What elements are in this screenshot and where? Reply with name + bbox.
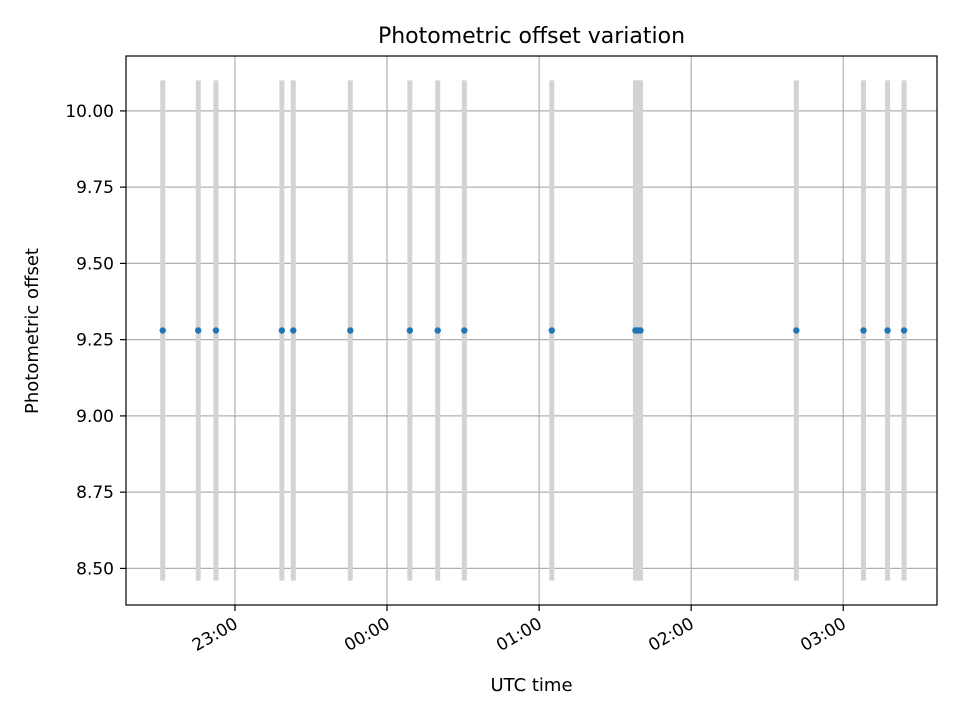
x-axis-label: UTC time — [490, 675, 572, 696]
data-point — [900, 327, 908, 334]
data-point — [159, 327, 166, 334]
y-tick-label: 8.50 — [76, 559, 114, 579]
y-tick-label: 9.25 — [76, 331, 114, 351]
x-tick-label: 01:00 — [493, 614, 545, 656]
errorbar-layer — [160, 80, 907, 581]
x-tick-label: 03:00 — [797, 614, 849, 656]
data-point — [793, 327, 800, 334]
plot-frame — [125, 55, 938, 606]
data-point — [195, 327, 202, 334]
y-tick-label: 10.00 — [65, 102, 114, 122]
point-layer — [159, 327, 908, 334]
chart-title: Photometric offset variation — [378, 24, 685, 49]
data-point — [278, 327, 286, 334]
data-point — [434, 327, 441, 334]
data-point — [860, 327, 867, 334]
y-tick-label: 9.75 — [76, 178, 114, 198]
x-tick-label: 02:00 — [645, 614, 697, 656]
data-point — [548, 327, 555, 334]
tick-layer: 8.50 8.75 9.00 9.25 9.50 9.75 10.00 23:00 00:00 0… — [65, 102, 849, 656]
y-tick-label: 8.75 — [76, 483, 114, 503]
data-point — [347, 327, 354, 334]
y-tick-label: 9.00 — [76, 407, 114, 427]
grid-layer — [126, 56, 937, 605]
x-tick-label: 23:00 — [189, 614, 241, 656]
data-point — [290, 327, 297, 334]
data-point — [884, 327, 891, 334]
data-point — [637, 327, 644, 334]
y-tick-label: 9.50 — [76, 254, 114, 274]
data-point — [406, 327, 414, 334]
data-point — [461, 327, 468, 334]
y-axis-label: Photometric offset — [22, 248, 43, 414]
x-tick-label: 00:00 — [341, 614, 393, 656]
data-point — [212, 327, 220, 334]
